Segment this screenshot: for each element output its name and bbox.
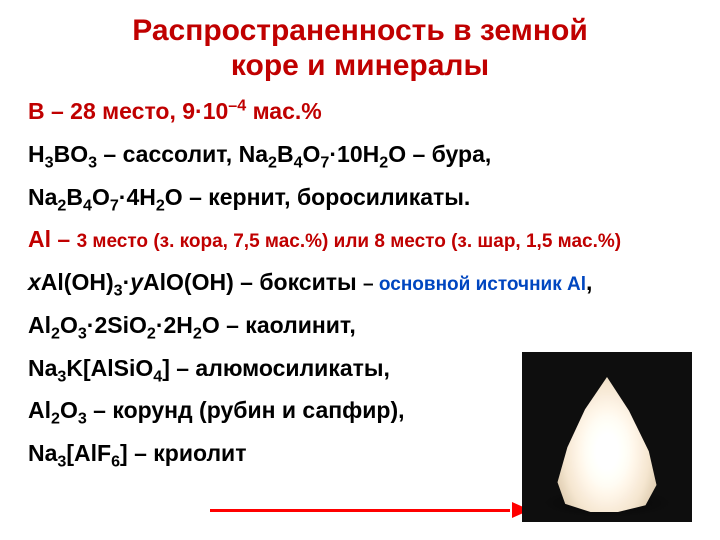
slide-title: Распространенность в земной коре и минер… [28,14,692,83]
boron-heading: B – 28 место, 9·10–4 мас.% [28,97,692,126]
rock-shape [552,377,662,512]
al-minerals-2: Al2O3·2SiO2·2H2O – каолинит, [28,311,692,340]
cryolite-photo [522,352,692,522]
al-minerals-1: xAl(OH)3·yAlO(OH) – бокситы – основной и… [28,268,692,297]
slide: Распространенность в земной коре и минер… [0,0,720,540]
title-line-1: Распространенность в земной [132,14,588,47]
aluminium-heading: Al – 3 место (з. кора, 7,5 мас.%) или 8 … [28,225,692,254]
boron-minerals-2: Na2B4O7·4H2O – кернит, боросиликаты. [28,183,692,212]
boron-minerals-1: H3BO3 – сассолит, Na2B4O7·10H2O – бура, [28,140,692,169]
title-line-2: коре и минералы [231,49,489,82]
arrow-shaft [210,509,510,512]
arrow-icon [210,506,530,514]
